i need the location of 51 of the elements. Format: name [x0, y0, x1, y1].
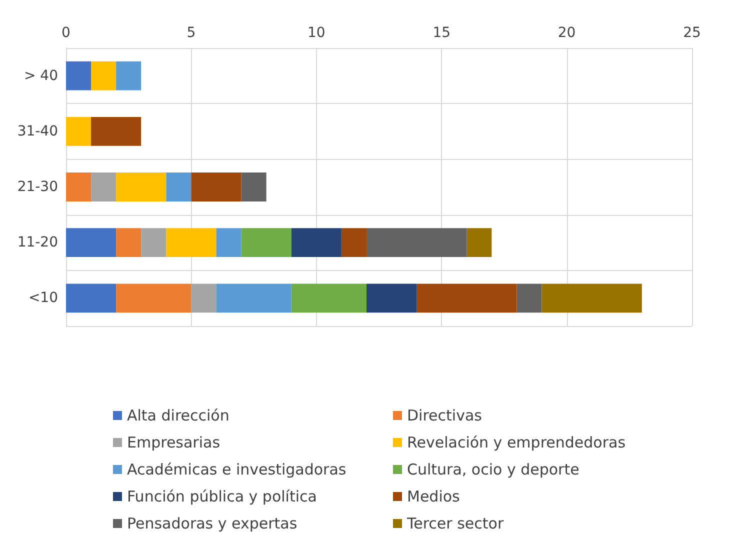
bar [91, 61, 116, 90]
bar [291, 284, 366, 313]
bar [66, 284, 116, 313]
bar [91, 116, 142, 146]
bar [66, 116, 92, 146]
x-tick-label: 5 [186, 25, 196, 41]
bar [191, 172, 242, 202]
legend-label: Alta dirección [127, 406, 230, 424]
legend-label: Académicas e investigadoras [127, 460, 346, 478]
legend-label: Revelación y emprendedoras [407, 434, 626, 452]
legend-label: Medios [407, 488, 460, 506]
bar [416, 284, 517, 313]
bar [216, 228, 242, 258]
bar [91, 172, 116, 202]
y-tick-label: > 40 [24, 68, 58, 84]
y-tick-label: 11-20 [17, 234, 58, 251]
bar [116, 172, 166, 202]
legend-label: Directivas [407, 406, 482, 424]
x-tick-label: 15 [432, 25, 451, 41]
y-tick-label: <10 [28, 290, 58, 306]
bar [66, 172, 92, 202]
x-tick-label: 10 [307, 25, 326, 41]
bar [291, 228, 342, 258]
y-tick-label: 21-30 [17, 179, 58, 195]
bar [116, 228, 142, 258]
bar [191, 284, 216, 313]
bar [516, 284, 542, 313]
bar [166, 172, 192, 202]
bar [66, 228, 116, 258]
bar [141, 228, 166, 258]
x-tick-label: 0 [62, 25, 70, 41]
legend-label: Función pública y política [127, 488, 317, 506]
bar [366, 228, 467, 258]
bar [466, 228, 492, 258]
bar [241, 228, 292, 258]
y-tick-label: 31-40 [17, 123, 58, 140]
bar [366, 284, 417, 313]
bar [66, 61, 92, 90]
legend-label: Cultura, ocio y deporte [407, 460, 580, 478]
legend-label: Pensadoras y expertas [127, 514, 298, 532]
bar [341, 228, 366, 258]
legend-label: Empresarias [127, 434, 220, 452]
bar [116, 284, 192, 313]
bar [166, 228, 216, 258]
bar [241, 172, 266, 202]
x-tick-label: 25 [683, 25, 701, 41]
legend-label: Tercer sector [406, 514, 504, 532]
bar [116, 61, 142, 90]
bar [216, 284, 292, 313]
x-tick-label: 20 [558, 25, 576, 41]
bar [542, 284, 642, 313]
